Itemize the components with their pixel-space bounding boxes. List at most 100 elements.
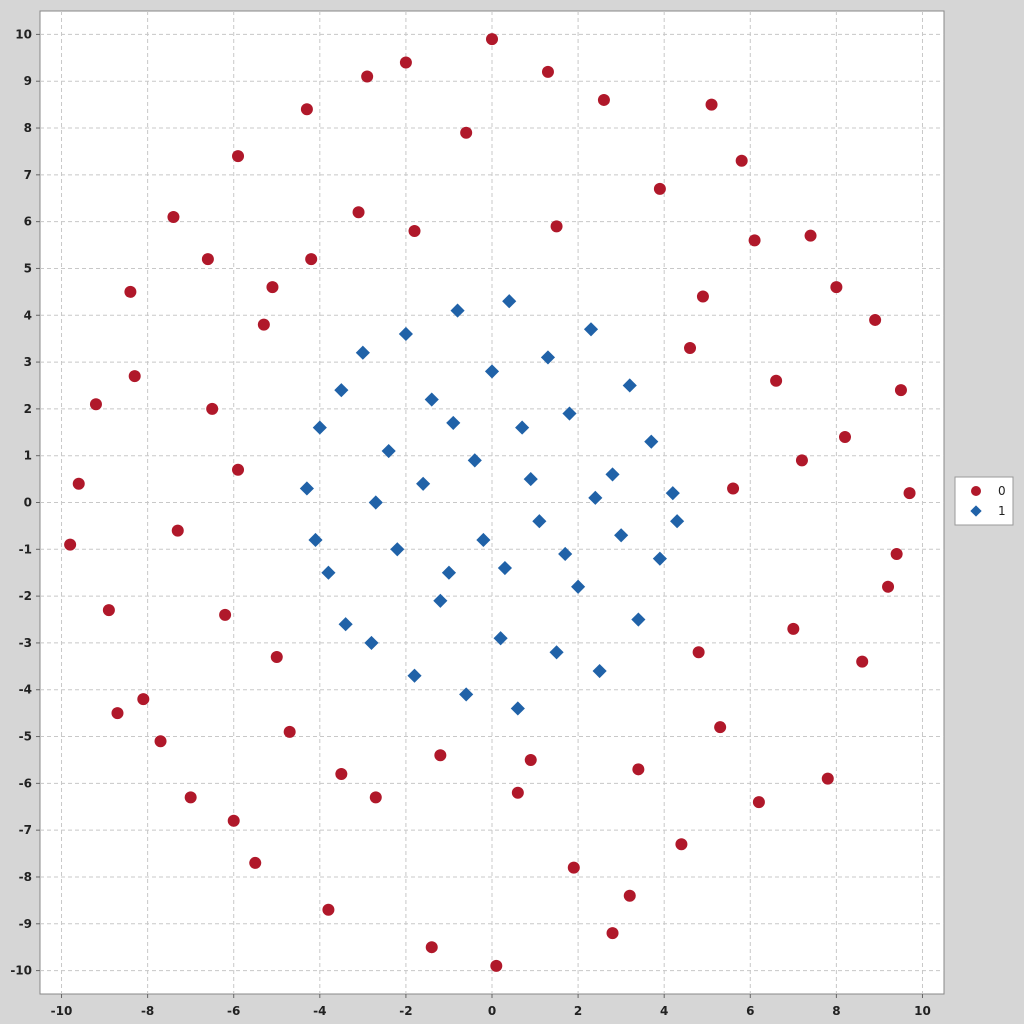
series-1-point xyxy=(497,560,512,576)
series-0-point xyxy=(369,791,382,804)
y-tick-label: 5 xyxy=(24,261,32,275)
x-tick-label: -8 xyxy=(141,1004,154,1018)
series-0-point xyxy=(102,604,115,617)
series-1-point xyxy=(424,392,439,407)
axes: -10 -8 -6 -4 -2 0 2 4 6 8 10-10-9-8-7-6-5-4-3-2-10… xyxy=(10,27,931,1018)
series-1-point xyxy=(588,490,603,505)
series-1-point xyxy=(398,326,413,342)
y-tick-label: 6 xyxy=(24,215,32,229)
legend-box xyxy=(954,476,1014,526)
series-0-point xyxy=(257,318,270,331)
grid-lines xyxy=(40,11,944,994)
series-0-point xyxy=(171,524,184,537)
series-1-point xyxy=(523,472,538,487)
x-tick-label: 10 xyxy=(914,1004,931,1018)
series-1-point xyxy=(549,645,564,660)
series-1-point xyxy=(670,514,685,529)
y-tick-label: 4 xyxy=(24,308,32,322)
series-0-point xyxy=(735,154,748,167)
series-0-point xyxy=(696,290,709,303)
y-tick-label: 3 xyxy=(24,355,32,369)
series-1-point xyxy=(308,532,323,548)
series-0-point xyxy=(184,791,197,804)
series-0-point xyxy=(606,927,619,940)
series-1-point xyxy=(652,551,667,566)
series-1-point xyxy=(562,406,577,421)
series-0-point xyxy=(283,725,296,738)
series-0-point xyxy=(541,65,554,78)
series-0-point xyxy=(653,182,666,195)
series-0-point xyxy=(434,749,447,762)
series-1-point xyxy=(502,294,517,309)
series-0-point xyxy=(856,655,869,668)
series-0-point xyxy=(232,463,245,476)
series-1-point xyxy=(644,434,659,449)
series-1-point xyxy=(583,322,599,337)
series-0-point xyxy=(550,220,563,233)
series-0-point xyxy=(890,547,903,560)
series-1-point xyxy=(493,631,508,646)
y-tick-label: 2 xyxy=(24,402,32,416)
y-tick-label: 7 xyxy=(24,168,32,182)
x-tick-label: 2 xyxy=(574,1004,582,1018)
series-0-point xyxy=(72,477,85,490)
series-1-point xyxy=(446,415,461,430)
y-tick-label: -3 xyxy=(19,636,32,650)
series-0-point xyxy=(770,374,783,387)
series-0-point xyxy=(882,580,895,593)
y-tick-label: -4 xyxy=(19,683,32,697)
series-1-point xyxy=(614,528,629,543)
series-0-point xyxy=(206,402,219,415)
series-0-point xyxy=(322,903,335,916)
series-1-point xyxy=(450,303,465,318)
series-0-point xyxy=(830,281,843,294)
series-1-point xyxy=(334,383,349,398)
series-1-point xyxy=(321,565,336,580)
series-0-point xyxy=(748,234,761,247)
series-1-point xyxy=(622,378,637,393)
series-0-point xyxy=(486,33,498,46)
data-points xyxy=(64,33,916,972)
x-tick-label: 6 xyxy=(746,1004,754,1018)
series-1-point xyxy=(571,579,586,594)
series-1-point xyxy=(459,687,474,702)
series-0-point xyxy=(335,767,348,780)
series-0-point xyxy=(692,646,705,659)
series-0-point xyxy=(727,482,740,495)
series-1-point xyxy=(338,617,353,632)
y-tick-label: -6 xyxy=(19,776,32,790)
series-1-point xyxy=(390,542,405,557)
series-1-point xyxy=(368,495,383,510)
series-1-point xyxy=(605,467,620,482)
series-0-point xyxy=(787,622,800,635)
series-0-point xyxy=(490,959,503,972)
legend: 0 1 xyxy=(954,476,1014,526)
series-0-point xyxy=(684,342,697,355)
series-0-point xyxy=(232,150,245,163)
series-0-point xyxy=(821,772,834,785)
series-0-point xyxy=(460,126,473,139)
series-0-point xyxy=(111,707,124,720)
y-tick-label: -10 xyxy=(10,964,32,978)
x-tick-label: 4 xyxy=(660,1004,668,1018)
series-1-point xyxy=(515,420,530,435)
series-0-point xyxy=(137,693,150,706)
series-0-point xyxy=(524,753,537,766)
series-0-point xyxy=(266,281,279,294)
series-0-point xyxy=(632,763,645,776)
series-0-point xyxy=(804,229,817,242)
series-1-point xyxy=(433,593,448,608)
series-0-point xyxy=(124,285,137,298)
series-1-point xyxy=(355,345,370,360)
series-0-point xyxy=(705,98,718,111)
series-0-point xyxy=(838,430,851,443)
series-0-point xyxy=(894,384,907,397)
series-0-point xyxy=(201,253,214,266)
series-0-point xyxy=(300,103,313,116)
series-1-point xyxy=(407,668,422,683)
series-0-point xyxy=(270,650,283,663)
y-tick-label: -9 xyxy=(19,917,32,931)
series-1-point xyxy=(558,546,573,562)
series-0-point xyxy=(675,838,688,851)
